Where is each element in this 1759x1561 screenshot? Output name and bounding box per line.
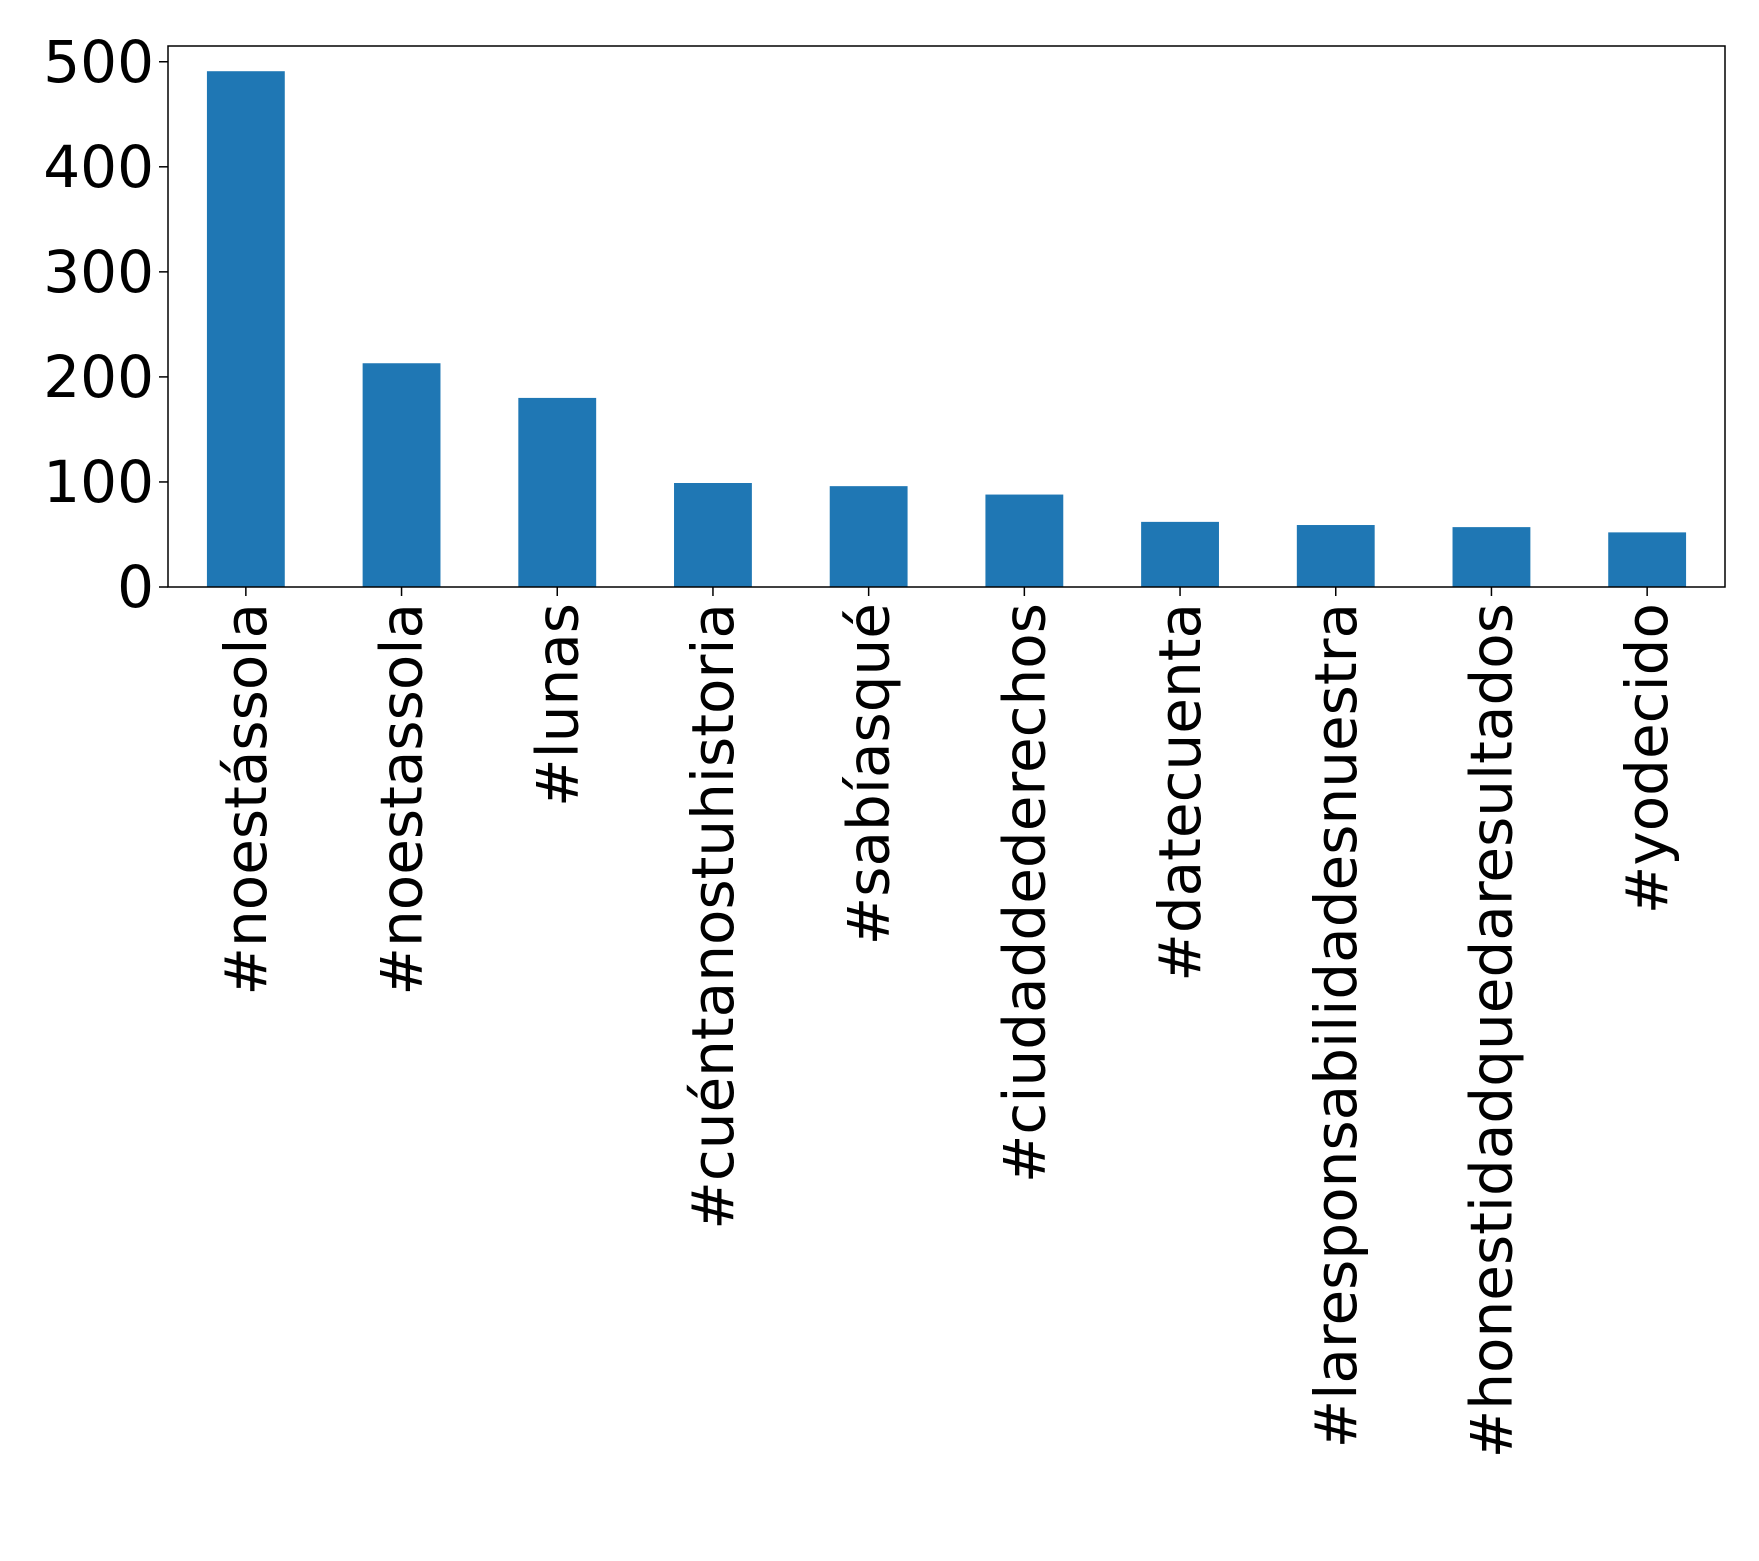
y-tick-label: 200 — [43, 343, 154, 411]
plot-frame — [167, 45, 1726, 588]
x-tick-label: #noestássola — [212, 603, 280, 996]
bar-3 — [674, 483, 752, 587]
bar-9 — [1608, 532, 1687, 587]
bar-2 — [518, 397, 597, 587]
x-tick-label: #laresponsabilidadesnuestra — [1302, 603, 1370, 1448]
x-tick-label: #honestidadquedaresultados — [1457, 603, 1525, 1458]
bar-6 — [1141, 521, 1219, 587]
y-tick-label: 400 — [43, 133, 154, 201]
x-tick-label: #datecuenta — [1146, 603, 1214, 982]
bar-8 — [1452, 527, 1531, 587]
x-tick-label: #ciudaddederechos — [990, 603, 1058, 1183]
bar-4 — [829, 486, 908, 587]
y-tick-label: 100 — [43, 448, 154, 516]
x-tick-label: #sabíasqué — [835, 603, 903, 945]
x-tick-label: #noestassola — [368, 603, 436, 996]
y-tick-label: 0 — [117, 553, 154, 621]
bar-5 — [985, 494, 1064, 587]
x-axis: #noestássola #noestassola #lunas #cuéntanos… — [212, 587, 1681, 1458]
bar-0 — [206, 71, 285, 587]
bars-layer — [206, 71, 1687, 587]
bar-7 — [1296, 525, 1375, 587]
x-tick-label: #cuéntanostuhistoria — [679, 603, 747, 1230]
y-tick-label: 500 — [43, 28, 154, 96]
x-tick-label: #lunas — [523, 603, 591, 807]
x-tick-label: #yodecido — [1613, 603, 1681, 914]
bar-1 — [362, 363, 441, 587]
y-axis: 0 100 200 300 400 500 — [43, 28, 168, 621]
y-tick-label: 300 — [43, 238, 154, 306]
